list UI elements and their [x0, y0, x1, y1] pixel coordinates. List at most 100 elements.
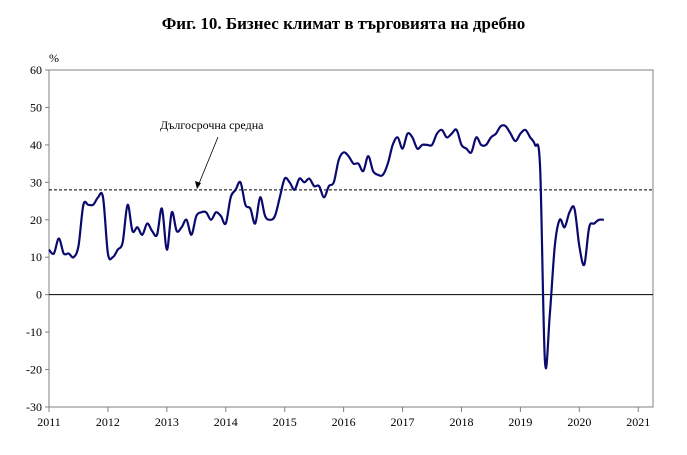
data-point: [485, 144, 487, 146]
data-point: [333, 181, 335, 183]
data-point: [387, 163, 389, 165]
data-point: [141, 234, 143, 236]
data-point: [230, 196, 232, 198]
data-point: [426, 144, 428, 146]
data-point: [132, 230, 134, 232]
data-point: [524, 129, 526, 131]
series-layer: [48, 124, 605, 370]
data-point: [166, 249, 168, 251]
data-point: [235, 189, 237, 191]
data-point: [323, 196, 325, 198]
data-point: [357, 163, 359, 165]
reference-arrow-shaft: [197, 136, 219, 187]
data-point: [353, 163, 355, 165]
data-point: [68, 253, 70, 255]
x-tick-label: 2011: [37, 415, 61, 429]
data-point: [127, 204, 129, 206]
data-point: [284, 178, 286, 180]
data-point: [456, 129, 458, 131]
data-point: [289, 181, 291, 183]
data-point: [603, 219, 605, 221]
data-point: [215, 211, 217, 213]
data-point: [367, 155, 369, 157]
data-point: [436, 133, 438, 135]
data-point: [294, 189, 296, 191]
data-point: [190, 234, 192, 236]
data-point: [122, 241, 124, 243]
data-point: [78, 245, 80, 247]
data-point: [171, 211, 173, 213]
data-point: [559, 219, 561, 221]
y-tick-label: 40: [30, 138, 42, 152]
data-point: [146, 223, 148, 225]
data-point: [392, 144, 394, 146]
data-point: [475, 136, 477, 138]
y-tick-label: 60: [30, 63, 42, 77]
data-point: [461, 144, 463, 146]
data-point: [205, 211, 207, 213]
data-point: [308, 178, 310, 180]
y-tick-label: -30: [26, 400, 42, 414]
y-axis-unit-label: %: [49, 51, 59, 65]
data-point: [583, 264, 585, 266]
data-point: [451, 133, 453, 135]
y-tick-label: -10: [26, 325, 42, 339]
data-point: [151, 230, 153, 232]
y-tick-label: 50: [30, 100, 42, 114]
data-point: [343, 151, 345, 153]
data-point: [117, 249, 119, 251]
data-point: [220, 215, 222, 217]
data-point: [578, 245, 580, 247]
x-tick-label: 2016: [332, 415, 356, 429]
data-point: [544, 361, 546, 363]
data-point: [431, 144, 433, 146]
x-tick-label: 2014: [214, 415, 238, 429]
data-point: [225, 223, 227, 225]
data-point: [515, 140, 517, 142]
data-point: [588, 226, 590, 228]
data-point: [505, 125, 507, 127]
data-point: [495, 133, 497, 135]
chart-title: Фиг. 10. Бизнес климат в търговията на д…: [161, 14, 526, 33]
data-point: [298, 178, 300, 180]
data-point: [510, 133, 512, 135]
data-point: [421, 144, 423, 146]
x-tick-label: 2013: [155, 415, 179, 429]
data-point: [269, 219, 271, 221]
data-point: [87, 204, 89, 206]
data-point: [397, 136, 399, 138]
data-point: [407, 133, 409, 135]
data-point: [328, 185, 330, 187]
data-point: [500, 125, 502, 127]
data-point: [465, 148, 467, 150]
data-point: [382, 174, 384, 176]
data-point: [338, 159, 340, 161]
data-point: [240, 181, 242, 183]
data-point: [446, 136, 448, 138]
plot-frame: [48, 69, 654, 408]
data-point: [402, 148, 404, 150]
data-point: [411, 136, 413, 138]
x-tick-label: 2015: [273, 415, 297, 429]
reference-arrow-head: [195, 181, 201, 189]
data-point: [102, 196, 104, 198]
data-point: [313, 185, 315, 187]
y-tick-label: 0: [36, 288, 42, 302]
data-point: [554, 245, 556, 247]
y-tick-label: 10: [30, 250, 42, 264]
reference-line-label: Дългосрочна средна: [160, 118, 264, 132]
data-point: [274, 215, 276, 217]
data-point: [73, 256, 75, 258]
data-point: [441, 129, 443, 131]
data-point: [416, 148, 418, 150]
data-point: [279, 196, 281, 198]
data-point: [156, 234, 158, 236]
x-tick-label: 2021: [626, 415, 650, 429]
data-point: [112, 256, 114, 258]
x-tick-label: 2020: [567, 415, 591, 429]
reference-layer: [49, 136, 653, 191]
data-point: [573, 208, 575, 210]
